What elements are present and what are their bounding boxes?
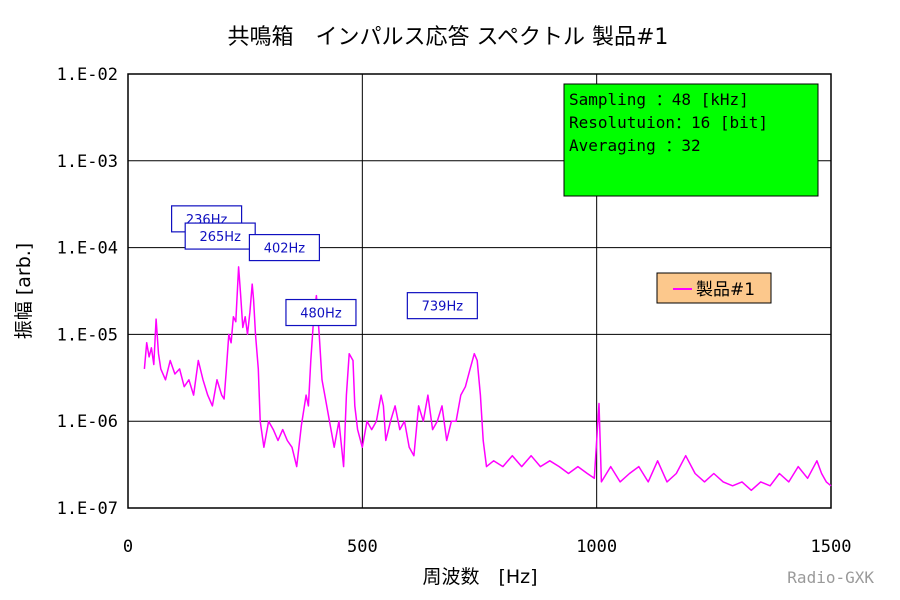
info-box: Sampling ：48 [kHz] Resolutuion：16 [bit] …	[563, 83, 819, 197]
legend-label: 製品#1	[696, 280, 755, 300]
y-tick-label: 1.E-04	[57, 239, 118, 259]
peak-label: 480Hz	[300, 307, 342, 322]
y-axis-label: 振幅 [arb.]	[13, 243, 35, 339]
y-tick-label: 1.E-07	[57, 499, 118, 519]
legend: 製品#1	[656, 272, 772, 304]
y-tick-label: 1.E-02	[57, 65, 118, 85]
info-line-sampling: Sampling ：48 [kHz]	[569, 90, 749, 109]
series-line-product1	[143, 266, 832, 492]
info-line-averaging: Averaging ：32	[569, 136, 701, 155]
info-line-resolution: Resolutuion：16 [bit]	[569, 113, 768, 132]
y-axis-ticks: 1.E-02 1.E-03 1.E-04 1.E-05 1.E-06 1.E-07	[57, 65, 118, 519]
x-tick-label: 1500	[811, 537, 852, 557]
x-axis-ticks: 0 500 1000 1500	[123, 537, 852, 557]
peak-label-box	[184, 222, 256, 250]
plot-frame	[127, 73, 832, 509]
peak-label: 265Hz	[199, 230, 241, 245]
y-tick-label: 1.E-05	[57, 325, 118, 345]
peak-label-box	[285, 298, 357, 327]
x-tick-label: 1000	[576, 537, 617, 557]
x-tick-label: 500	[347, 537, 378, 557]
info-box-background	[563, 83, 819, 197]
peak-label: 402Hz	[264, 242, 306, 257]
chart-title: 共鳴箱 インパルス応答 スペクトル 製品#1	[228, 25, 669, 50]
x-axis-label: 周波数 [Hz]	[422, 566, 537, 588]
y-tick-label: 1.E-03	[57, 152, 118, 172]
y-tick-label: 1.E-06	[57, 412, 118, 432]
peak-label-box	[406, 292, 478, 320]
peak-label: 739Hz	[422, 300, 464, 315]
x-tick-label: 0	[123, 537, 133, 557]
peak-label-box	[248, 233, 321, 262]
credit-text: Radio-GXK	[787, 568, 874, 587]
